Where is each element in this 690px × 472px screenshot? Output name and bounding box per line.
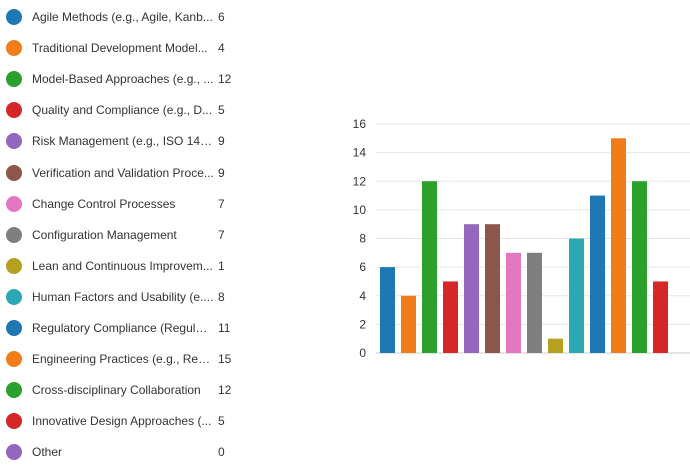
legend-label: Innovative Design Approaches (...: [32, 414, 212, 429]
bar[interactable]: [506, 252, 521, 353]
legend-item[interactable]: Risk Management (e.g., ISO 149... 9: [6, 131, 225, 151]
legend-swatch: [6, 351, 22, 368]
legend-count: 0: [218, 445, 225, 460]
bar[interactable]: [611, 138, 626, 353]
legend-label: Engineering Practices (e.g., Requ...: [32, 352, 214, 367]
legend-label: Change Control Processes: [32, 196, 176, 211]
legend-item[interactable]: Configuration Management 7: [6, 225, 225, 245]
legend-item[interactable]: Change Control Processes 7: [6, 194, 225, 214]
legend-label: Regulatory Compliance (Regulat...: [32, 321, 214, 335]
legend-count: 12: [218, 72, 232, 87]
legend-swatch: [6, 320, 22, 336]
legend-swatch: [6, 382, 22, 399]
legend-swatch: [6, 195, 22, 212]
legend-count: 12: [218, 383, 232, 398]
legend-label: Human Factors and Usability (e....: [32, 289, 214, 304]
legend-count: 15: [218, 352, 232, 367]
legend-count: 5: [218, 414, 225, 429]
legend-count: 8: [218, 289, 225, 304]
legend-count: 7: [218, 227, 225, 242]
bar[interactable]: [569, 238, 584, 354]
legend-swatch: [6, 102, 22, 119]
legend-swatch: [6, 444, 22, 461]
legend-item[interactable]: Engineering Practices (e.g., Requ... 15: [6, 349, 231, 369]
legend-item[interactable]: Innovative Design Approaches (... 5: [6, 411, 225, 431]
legend-swatch: [6, 226, 22, 243]
legend-item[interactable]: Agile Methods (e.g., Agile, Kanb... 6: [6, 7, 225, 27]
legend-item[interactable]: Human Factors and Usability (e.... 8: [6, 287, 225, 307]
legend-label: Lean and Continuous Improvem...: [32, 258, 213, 273]
chart-legend: Agile Methods (e.g., Agile, Kanb... 6 Trad…: [0, 0, 240, 472]
legend-count: 9: [218, 134, 225, 149]
legend-label: Cross-disciplinary Collaboration: [32, 383, 201, 398]
bars: [380, 138, 668, 353]
legend-item[interactable]: Verification and Validation Proce... 9: [6, 163, 225, 183]
legend-item[interactable]: Traditional Development Model... 4: [6, 38, 225, 58]
bar[interactable]: [380, 267, 395, 353]
legend-count: 7: [218, 196, 225, 211]
bar[interactable]: [653, 281, 668, 353]
legend-label: Agile Methods (e.g., Agile, Kanb...: [32, 10, 213, 24]
y-axis-ticks: 0 2 4 6 8 10 12 14 16: [353, 117, 367, 360]
y-tick-label: 10: [353, 203, 367, 217]
legend-item[interactable]: Lean and Continuous Improvem... 1: [6, 256, 225, 276]
legend-item[interactable]: Cross-disciplinary Collaboration 12: [6, 380, 231, 400]
legend-item[interactable]: Quality and Compliance (e.g., D... 5: [6, 100, 225, 120]
legend-count: 11: [218, 321, 231, 335]
legend-label: Other: [32, 445, 63, 460]
bar[interactable]: [401, 295, 416, 353]
bar[interactable]: [485, 224, 500, 353]
legend-label: Verification and Validation Proce...: [32, 165, 214, 180]
legend-label: Risk Management (e.g., ISO 149...: [32, 134, 214, 149]
legend-count: 1: [218, 258, 225, 273]
legend-swatch: [6, 413, 22, 430]
y-tick-label: 14: [353, 146, 367, 160]
legend-swatch: [6, 133, 22, 150]
y-tick-label: 2: [359, 317, 366, 331]
legend-swatch: [6, 288, 22, 305]
legend-swatch: [6, 257, 22, 274]
bar[interactable]: [422, 181, 437, 353]
legend-item[interactable]: Model-Based Approaches (e.g., ... 12: [6, 69, 231, 89]
legend-label: Model-Based Approaches (e.g., ...: [32, 72, 214, 87]
y-tick-label: 8: [359, 232, 366, 246]
legend-swatch: [6, 164, 22, 181]
legend-swatch: [6, 9, 22, 25]
bar[interactable]: [632, 181, 647, 353]
legend-swatch: [6, 40, 22, 57]
legend-label: Quality and Compliance (e.g., D...: [32, 103, 213, 118]
bar[interactable]: [590, 195, 605, 353]
bar[interactable]: [443, 281, 458, 353]
y-tick-label: 0: [359, 346, 366, 360]
legend-item[interactable]: Other 0: [6, 442, 225, 462]
legend-item[interactable]: Regulatory Compliance (Regulat... 11: [6, 318, 230, 338]
y-tick-label: 16: [353, 117, 367, 131]
legend-swatch: [6, 71, 22, 88]
bar[interactable]: [527, 252, 542, 353]
y-tick-label: 4: [359, 289, 366, 303]
y-tick-label: 6: [359, 260, 366, 274]
y-tick-label: 12: [353, 174, 367, 188]
bar[interactable]: [548, 338, 563, 353]
legend-label: Traditional Development Model...: [32, 41, 208, 56]
legend-count: 4: [218, 41, 225, 56]
bar[interactable]: [464, 224, 479, 353]
legend-count: 6: [218, 10, 225, 24]
legend-label: Configuration Management: [32, 227, 177, 242]
legend-count: 5: [218, 103, 225, 118]
bar-chart: 0 2 4 6 8 10 12 14 16: [353, 117, 690, 360]
legend-count: 9: [218, 165, 225, 180]
